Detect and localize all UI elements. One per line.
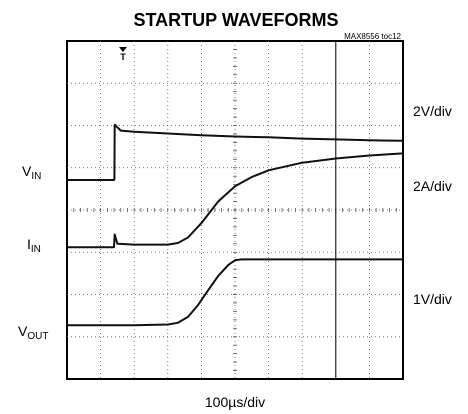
vin-label: VIN (22, 163, 41, 182)
vout-scale-label: 1V/div (413, 291, 452, 307)
trigger-marker-label: T (120, 52, 126, 62)
trace-vout (67, 258, 403, 327)
iin-label: IIN (27, 236, 41, 255)
trigger-marker: T (119, 47, 127, 62)
trace-vin (67, 123, 404, 181)
x-axis-label: 100µs/div (205, 394, 265, 410)
chart-title: STARTUP WAVEFORMS (133, 10, 338, 30)
traces (67, 123, 404, 327)
trace-iin (67, 152, 404, 249)
iin-scale-label: 2A/div (413, 178, 452, 194)
figure-reference: MAX8556 toc12 (344, 32, 401, 41)
vout-label: VOUT (18, 323, 48, 342)
grid (67, 41, 403, 379)
vin-scale-label: 2V/div (413, 103, 452, 119)
